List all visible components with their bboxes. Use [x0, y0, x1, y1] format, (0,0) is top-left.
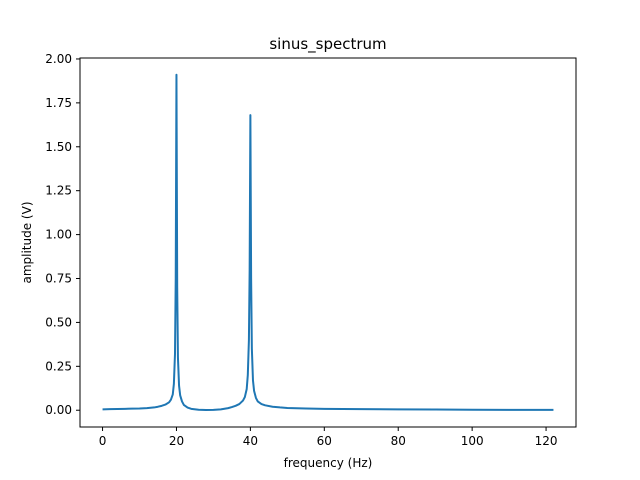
y-tick-label: 0.25 [45, 359, 72, 373]
y-tick-label: 0.00 [45, 403, 72, 417]
y-tick-label: 1.75 [45, 96, 72, 110]
y-tick-label: 1.25 [45, 184, 72, 198]
x-tick-label: 120 [535, 434, 558, 448]
x-tick-label: 100 [461, 434, 484, 448]
series-line-0 [102, 73, 554, 412]
plot-area [102, 73, 554, 412]
y-tick-label: 0.75 [45, 272, 72, 286]
y-axis-title: amplitude (V) [20, 201, 34, 283]
y-tick-label: 0.50 [45, 315, 72, 329]
y-tick-label: 2.00 [45, 52, 72, 66]
y-tick-label: 1.50 [45, 140, 72, 154]
x-tick-label: 40 [243, 434, 258, 448]
x-tick-label: 0 [99, 434, 107, 448]
x-axis-title: frequency (Hz) [284, 456, 373, 470]
x-tick-label: 60 [317, 434, 332, 448]
chart-title: sinus_spectrum [269, 35, 386, 54]
x-tick-label: 20 [169, 434, 184, 448]
axes-frame [79, 57, 577, 428]
x-axis-ticks: 0 20 40 60 80 100 120 [99, 427, 558, 448]
y-tick-label: 1.00 [45, 228, 72, 242]
x-tick-label: 80 [391, 434, 406, 448]
y-axis-ticks: 0.00 0.25 0.50 0.75 1.00 1.25 1.50 1.75 2.00 [45, 52, 80, 417]
